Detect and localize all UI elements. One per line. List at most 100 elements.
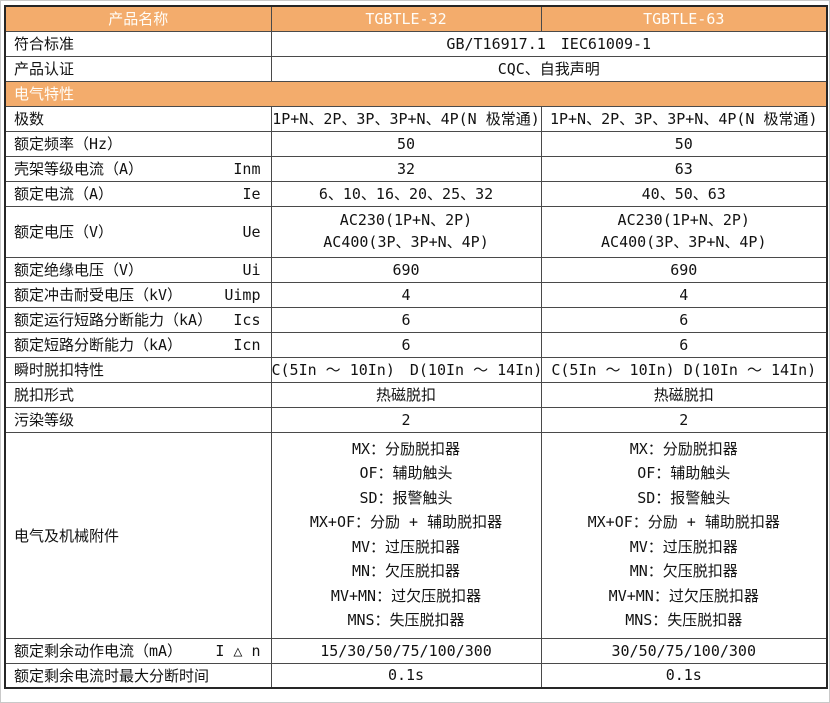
icn-value-2: 6 bbox=[540, 331, 828, 358]
residual-current-symbol: I △ n bbox=[215, 641, 261, 660]
rated-current-value-2: 40、50、63 bbox=[540, 180, 828, 207]
accessory-item: SD：报警触头 bbox=[359, 488, 453, 507]
ics-label: 额定运行短路分断能力（kA） bbox=[14, 311, 213, 329]
accessory-item: MV：过压脱扣器 bbox=[629, 537, 738, 556]
instant-trip-label: 瞬时脱扣特性 bbox=[4, 356, 272, 383]
instant-trip-value-2: C(5In ～ 10In) D(10In ～ 14In) bbox=[540, 356, 828, 383]
accessory-item: MNS：失压脱扣器 bbox=[625, 611, 743, 629]
row-frame-current: 壳架等级电流（A） Inm 32 63 bbox=[4, 155, 828, 182]
pollution-value-1: 2 bbox=[270, 406, 542, 433]
accessory-item: SD：报警触头 bbox=[637, 488, 731, 507]
row-poles: 极数 1P+N、2P、3P、3P+N、4P(N 极常通) 1P+N、2P、3P、… bbox=[4, 105, 828, 132]
row-rated-voltage: 额定电压（V） Ue AC230(1P+N、2P) AC400(3P、3P+N、… bbox=[4, 205, 828, 258]
accessory-item: OF：辅助触头 bbox=[359, 464, 453, 483]
frequency-value-1: 50 bbox=[270, 130, 542, 157]
frequency-label: 额定频率（Hz） bbox=[4, 130, 272, 157]
icn-label: 额定短路分断能力（kA） bbox=[14, 336, 183, 354]
row-accessories: 电气及机械附件 MX：分励脱扣器 OF：辅助触头 SD：报警触头 MX+OF：分… bbox=[4, 431, 828, 639]
row-insulation-voltage: 额定绝缘电压（V） Ui 690 690 bbox=[4, 256, 828, 283]
rated-voltage-v2-line2: AC400(3P、3P+N、4P) bbox=[601, 232, 767, 251]
pollution-label: 污染等级 bbox=[4, 406, 272, 433]
product-name-header: 产品名称 bbox=[4, 5, 272, 32]
icn-symbol: Icn bbox=[233, 335, 261, 354]
breaking-time-value-1: 0.1s bbox=[270, 662, 542, 689]
residual-current-label: 额定剩余动作电流（mA） bbox=[14, 642, 183, 660]
ics-value-1: 6 bbox=[270, 306, 542, 333]
accessory-item: MX：分励脱扣器 bbox=[629, 439, 738, 458]
ics-symbol: Ics bbox=[233, 310, 261, 329]
insulation-voltage-symbol: Ui bbox=[242, 260, 261, 279]
frequency-value-2: 50 bbox=[540, 130, 828, 157]
certification-value: CQC、自我声明 bbox=[270, 55, 828, 82]
accessory-item: MV+MN：过欠压脱扣器 bbox=[608, 586, 759, 605]
poles-label: 极数 bbox=[4, 105, 272, 132]
ics-value-2: 6 bbox=[540, 306, 828, 333]
impulse-voltage-label: 额定冲击耐受电压（kV） bbox=[14, 286, 183, 304]
impulse-voltage-value-2: 4 bbox=[540, 281, 828, 308]
instant-trip-value-1: C(5In ～ 10In) D(10In ～ 14In) bbox=[270, 356, 542, 383]
row-rated-current: 额定电流（A） Ie 6、10、16、20、25、32 40、50、63 bbox=[4, 180, 828, 207]
insulation-voltage-label: 额定绝缘电压（V） bbox=[14, 261, 144, 279]
icn-value-1: 6 bbox=[270, 331, 542, 358]
trip-type-label: 脱扣形式 bbox=[4, 381, 272, 408]
rated-current-symbol: Ie bbox=[242, 184, 261, 203]
model-2-header: TGBTLE-63 bbox=[540, 5, 828, 32]
frame-current-value-2: 63 bbox=[540, 155, 828, 182]
certification-label: 产品认证 bbox=[4, 55, 272, 82]
rated-voltage-v1-line2: AC400(3P、3P+N、4P) bbox=[323, 232, 489, 251]
section-electrical-title: 电气特性 bbox=[4, 80, 828, 107]
row-breaking-time: 额定剩余电流时最大分断时间 0.1s 0.1s bbox=[4, 662, 828, 689]
accessories-value-2: MX：分励脱扣器 OF：辅助触头 SD：报警触头 MX+OF：分励 + 辅助脱扣… bbox=[540, 431, 828, 639]
accessory-item: MN：欠压脱扣器 bbox=[629, 562, 738, 581]
accessory-item: OF：辅助触头 bbox=[637, 464, 731, 483]
accessory-item: MX+OF：分励 + 辅助脱扣器 bbox=[309, 513, 503, 532]
row-certification: 产品认证 CQC、自我声明 bbox=[4, 55, 828, 82]
row-instant-trip: 瞬时脱扣特性 C(5In ～ 10In) D(10In ～ 14In) C(5I… bbox=[4, 356, 828, 383]
impulse-voltage-value-1: 4 bbox=[270, 281, 542, 308]
impulse-voltage-symbol: Uimp bbox=[224, 285, 261, 304]
rated-voltage-label: 额定电压（V） bbox=[14, 223, 114, 241]
row-impulse-voltage: 额定冲击耐受电压（kV） Uimp 4 4 bbox=[4, 281, 828, 308]
frame-current-symbol: Inm bbox=[233, 159, 261, 178]
trip-type-value-1: 热磁脱扣 bbox=[270, 381, 542, 408]
rated-voltage-v1-line1: AC230(1P+N、2P) bbox=[339, 211, 473, 230]
standard-label: 符合标准 bbox=[4, 30, 272, 57]
accessory-item: MX+OF：分励 + 辅助脱扣器 bbox=[587, 513, 780, 532]
rated-voltage-value-2: AC230(1P+N、2P) AC400(3P、3P+N、4P) bbox=[540, 205, 828, 258]
rated-voltage-value-1: AC230(1P+N、2P) AC400(3P、3P+N、4P) bbox=[270, 205, 542, 258]
trip-type-value-2: 热磁脱扣 bbox=[540, 381, 828, 408]
row-frequency: 额定频率（Hz） 50 50 bbox=[4, 130, 828, 157]
rated-voltage-v2-line1: AC230(1P+N、2P) bbox=[617, 211, 750, 230]
row-pollution: 污染等级 2 2 bbox=[4, 406, 828, 433]
product-spec-table: 产品名称 TGBTLE-32 TGBTLE-63 符合标准 GB/T16917.… bbox=[4, 5, 828, 689]
residual-current-value-1: 15/30/50/75/100/300 bbox=[270, 637, 542, 664]
table-header-row: 产品名称 TGBTLE-32 TGBTLE-63 bbox=[4, 5, 828, 32]
row-residual-current: 额定剩余动作电流（mA） I △ n 15/30/50/75/100/300 3… bbox=[4, 637, 828, 664]
poles-value-1: 1P+N、2P、3P、3P+N、4P(N 极常通) bbox=[270, 105, 542, 132]
pollution-value-2: 2 bbox=[540, 406, 828, 433]
accessory-item: MN：欠压脱扣器 bbox=[351, 562, 461, 581]
row-standard: 符合标准 GB/T16917.1 IEC61009-1 bbox=[4, 30, 828, 57]
accessories-value-1: MX：分励脱扣器 OF：辅助触头 SD：报警触头 MX+OF：分励 + 辅助脱扣… bbox=[270, 431, 542, 639]
insulation-voltage-value-2: 690 bbox=[540, 256, 828, 283]
breaking-time-label: 额定剩余电流时最大分断时间 bbox=[4, 662, 272, 689]
row-trip-type: 脱扣形式 热磁脱扣 热磁脱扣 bbox=[4, 381, 828, 408]
insulation-voltage-value-1: 690 bbox=[270, 256, 542, 283]
rated-voltage-symbol: Ue bbox=[242, 222, 261, 241]
rated-current-value-1: 6、10、16、20、25、32 bbox=[270, 180, 542, 207]
rated-current-label: 额定电流（A） bbox=[14, 185, 114, 203]
row-icn: 额定短路分断能力（kA） Icn 6 6 bbox=[4, 331, 828, 358]
section-electrical: 电气特性 bbox=[4, 80, 828, 107]
frame-current-label: 壳架等级电流（A） bbox=[14, 160, 144, 178]
accessory-item: MX：分励脱扣器 bbox=[351, 439, 461, 458]
breaking-time-value-2: 0.1s bbox=[540, 662, 828, 689]
row-ics: 额定运行短路分断能力（kA） Ics 6 6 bbox=[4, 306, 828, 333]
poles-value-2: 1P+N、2P、3P、3P+N、4P(N 极常通) bbox=[540, 105, 828, 132]
accessory-item: MV+MN：过欠压脱扣器 bbox=[330, 586, 482, 605]
frame-current-value-1: 32 bbox=[270, 155, 542, 182]
accessories-label: 电气及机械附件 bbox=[4, 431, 272, 639]
model-1-header: TGBTLE-32 bbox=[270, 5, 542, 32]
accessory-item: MV：过压脱扣器 bbox=[351, 537, 461, 556]
residual-current-value-2: 30/50/75/100/300 bbox=[540, 637, 828, 664]
